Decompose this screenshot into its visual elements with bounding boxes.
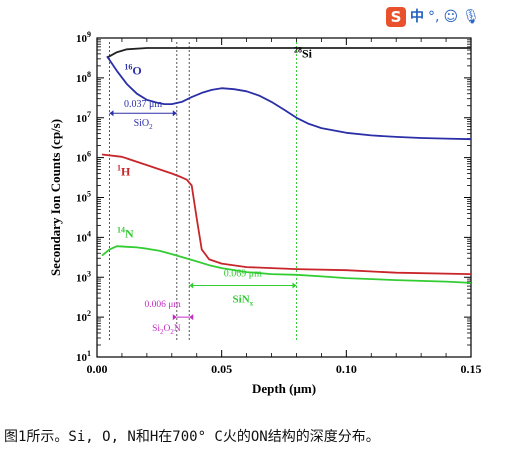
ime-toolbar: S 中 °, ☺ 🎙 — [386, 4, 510, 30]
series-lines: 28Si 16O 1H 14N — [101, 46, 472, 284]
series-line-n — [101, 245, 472, 284]
y-tick-label: 108 — [76, 70, 91, 85]
y-tick-label: 102 — [76, 309, 91, 324]
annotations: 0.037 μm SiO2 0.006 μm Si2​O2​N 0.069 μm SiNx — [109, 99, 297, 336]
sinx-thickness-label: 0.069 μm — [224, 269, 262, 280]
series-label-n: 14N — [117, 225, 134, 240]
sio2-arrow — [109, 110, 177, 117]
x-tick-label: 0.10 — [336, 362, 357, 376]
sio2-layer-label: SiO2 — [134, 118, 154, 131]
series-line-o — [106, 55, 472, 141]
si2o2n-arrow-head-right — [189, 314, 194, 321]
si2o2n-thickness-label: 0.006 μm — [145, 300, 182, 310]
sogou-logo-icon[interactable]: S — [386, 7, 406, 27]
sinx-arrow-head-right — [292, 282, 297, 289]
y-axis-label: Secondary Ion Counts (cp/s) — [48, 119, 63, 276]
emoji-icon[interactable]: ☺ — [443, 9, 459, 25]
series-label-o: 16O — [124, 63, 141, 78]
x-tick-label: 0.00 — [87, 362, 108, 376]
sio2-arrow-head-left — [109, 110, 114, 117]
si2o2n-arrow — [172, 314, 194, 321]
series-line-h — [101, 153, 472, 275]
series-label-si: 28Si — [294, 46, 313, 61]
figure-caption: 图1所示。Si, O, N和H在700° C火的ON结构的深度分布。 — [4, 429, 380, 445]
sio2-thickness-label: 0.037 μm — [124, 99, 162, 110]
chinese-mode-toggle[interactable]: 中 — [410, 9, 424, 25]
series-label-h: 1H — [117, 163, 131, 178]
sio2-arrow-head-right — [172, 110, 177, 117]
punctuation-toggle[interactable]: °, — [428, 9, 440, 25]
series-line-si — [106, 47, 471, 59]
y-tick-label: 107 — [76, 110, 91, 125]
sims-depth-profile-chart: 101 102 103 104 105 106 107 108 109 0.00 0.05 0.10 0… — [48, 30, 482, 396]
sinx-arrow — [189, 282, 297, 289]
plot-axes: 101 102 103 104 105 106 107 108 109 0.00 0.05 0.10 0… — [48, 30, 482, 396]
y-tick-label: 104 — [76, 229, 91, 244]
y-tick-label: 109 — [76, 30, 91, 45]
x-tick-label: 0.05 — [211, 362, 232, 376]
sinx-layer-label: SiNx — [233, 294, 254, 308]
si2o2n-arrow-head-left — [172, 314, 177, 321]
y-tick-label: 106 — [76, 150, 91, 165]
si2o2n-layer-label: Si2​O2​N — [152, 324, 181, 336]
y-tick-label: 103 — [76, 269, 91, 284]
microphone-icon[interactable]: 🎙 — [462, 9, 480, 25]
sinx-arrow-head-left — [189, 282, 194, 289]
x-axis-label: Depth (μm) — [252, 381, 316, 396]
y-tick-label: 105 — [76, 190, 91, 205]
x-tick-label: 0.15 — [461, 362, 482, 376]
y-tick-label: 101 — [76, 349, 91, 364]
